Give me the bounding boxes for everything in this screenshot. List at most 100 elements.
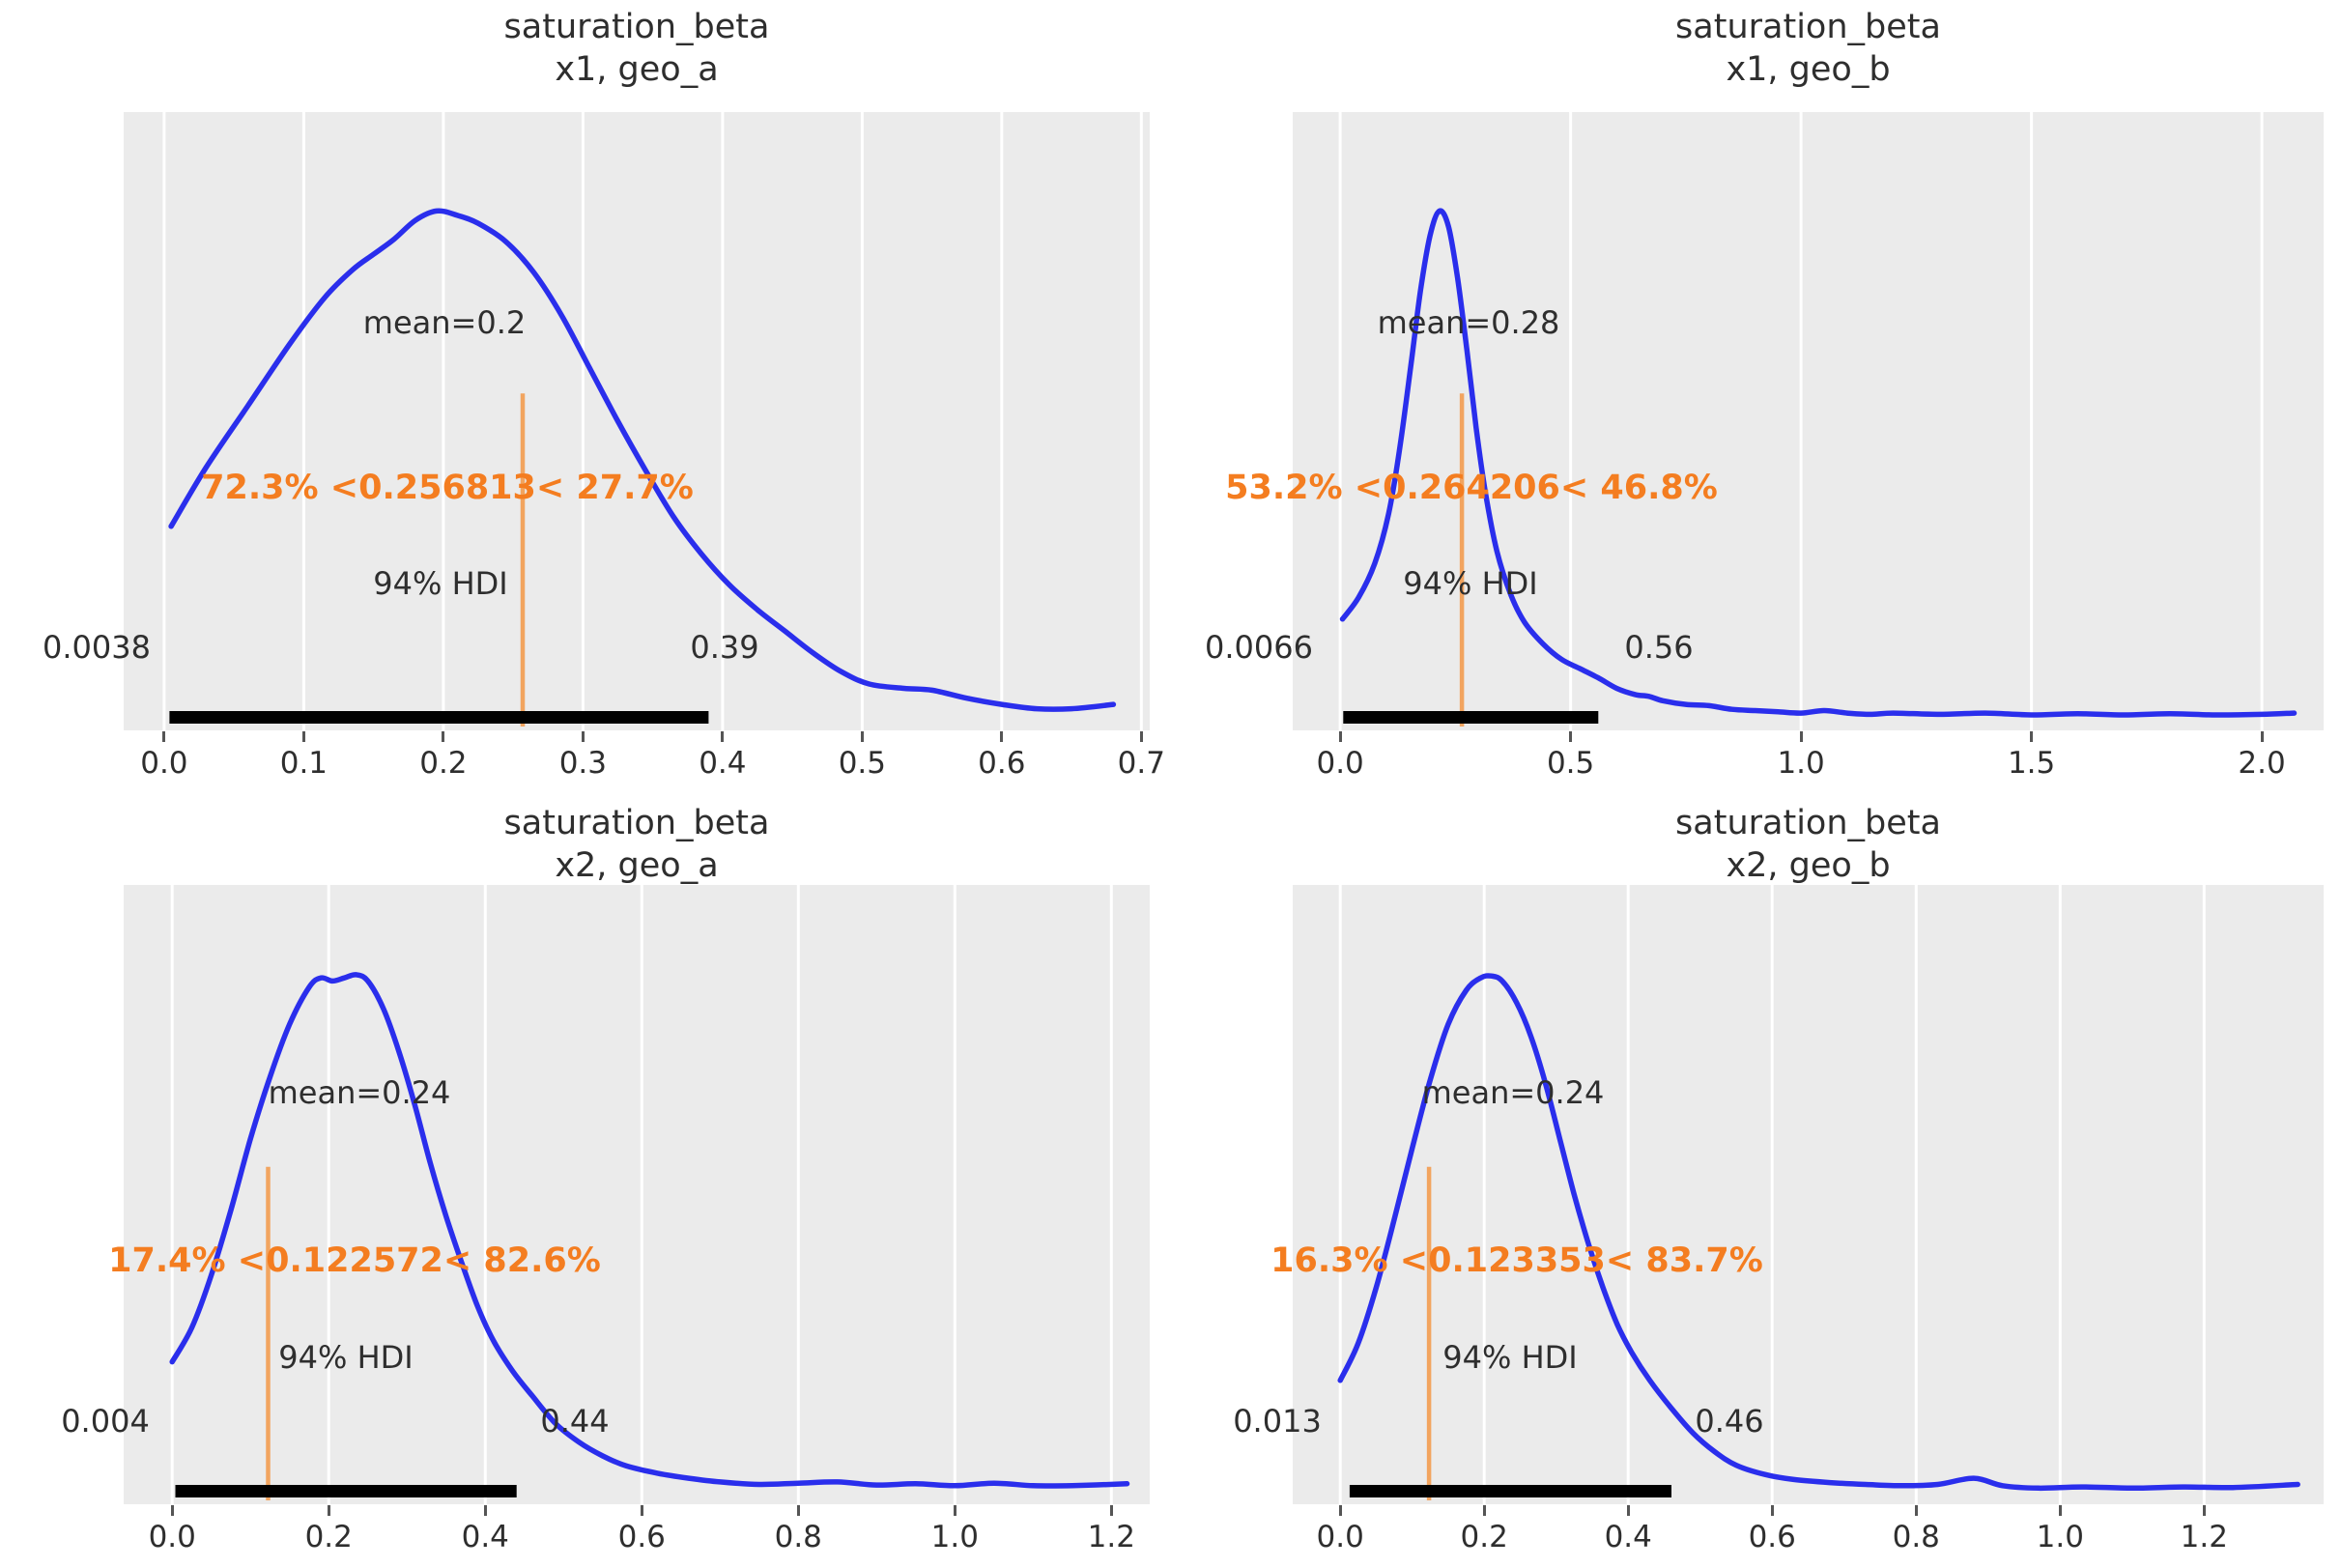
hdi-label: 94% HDI (1403, 565, 1538, 602)
kde-curve-svg (169, 885, 1130, 1504)
plot-title-line1: saturation_beta (1675, 8, 1941, 46)
x-tick-mark (953, 1505, 956, 1516)
x-tick-label: 0.2 (304, 1520, 353, 1554)
ref-value-label: 17.4% <0.122572< 82.6% (108, 1241, 601, 1280)
mean-label: mean=0.24 (268, 1074, 451, 1111)
x-tick-label: 0.8 (774, 1520, 822, 1554)
x-tick-mark (1482, 1505, 1486, 1516)
kde-curve-svg (1337, 885, 2300, 1504)
hdi-low-value: 0.0038 (43, 629, 151, 666)
plot-title-line2: x2, geo_b (1726, 846, 1891, 885)
mean-label: mean=0.2 (362, 304, 527, 341)
hdi-high-value: 0.56 (1624, 629, 1694, 666)
hdi-low-value: 0.004 (61, 1403, 150, 1440)
hdi-high-value: 0.44 (540, 1403, 610, 1440)
x-tick-label: 0.3 (558, 746, 608, 781)
plot-title: saturation_beta x1, geo_b (1293, 6, 2324, 91)
x-tick-label: 1.0 (1777, 746, 1825, 781)
plot-title: saturation_beta x2, geo_b (1293, 802, 2324, 887)
plot-canvas: mean=0.24 17.4% <0.122572< 82.6% 94% HDI… (61, 885, 1150, 1504)
hdi-label: 94% HDI (373, 565, 508, 602)
x-tick-label: 1.2 (1087, 1520, 1135, 1554)
hdi-low-value: 0.013 (1233, 1403, 1322, 1440)
x-tick-mark (1626, 1505, 1630, 1516)
x-tick-mark (1338, 1505, 1342, 1516)
plot-canvas: mean=0.2 72.3% <0.256813< 27.7% 94% HDI … (43, 112, 1150, 730)
x-tick-mark (2058, 1505, 2062, 1516)
kde-curve-svg (162, 112, 1143, 730)
ref-value-label: 16.3% <0.123353< 83.7% (1270, 1241, 1763, 1280)
x-tick-mark (581, 731, 585, 742)
plot-title: saturation_beta x1, geo_a (124, 6, 1150, 91)
plot-title-line1: saturation_beta (1675, 804, 1941, 842)
x-tick-mark (301, 731, 305, 742)
x-tick-mark (442, 731, 445, 742)
x-tick-label: 0.0 (1316, 1520, 1364, 1554)
x-tick-label: 0.2 (419, 746, 468, 781)
x-tick-label: 0.4 (699, 746, 747, 781)
x-tick-mark (796, 1505, 800, 1516)
x-tick-mark (721, 731, 725, 742)
hdi-label: 94% HDI (1442, 1339, 1578, 1376)
plot-title-line2: x1, geo_b (1726, 50, 1891, 89)
ref-value-label: 72.3% <0.256813< 27.7% (201, 469, 694, 507)
x-tick-mark (1914, 1505, 1918, 1516)
x-tick-mark (1109, 1505, 1113, 1516)
x-tick-label: 0.0 (140, 746, 188, 781)
x-tick-label: 0.6 (978, 746, 1026, 781)
x-tick-label: 2.0 (2238, 746, 2286, 781)
x-tick-mark (2202, 1505, 2206, 1516)
hdi-low-value: 0.0066 (1205, 629, 1313, 666)
hdi-high-value: 0.46 (1695, 1403, 1764, 1440)
x-tick-mark (162, 731, 166, 742)
kde-curve (168, 208, 1117, 712)
x-tick-mark (170, 1505, 174, 1516)
kde-curve-svg (1338, 112, 2298, 730)
hdi-bar (1349, 1485, 1671, 1497)
plot-title-line1: saturation_beta (503, 804, 770, 842)
kde-curve (1337, 973, 2300, 1492)
x-tick-label: 0.5 (1546, 746, 1595, 781)
x-tick-mark (1139, 731, 1143, 742)
x-tick-mark (2260, 731, 2264, 742)
x-tick-label: 1.2 (2180, 1520, 2228, 1554)
mean-label: mean=0.24 (1421, 1074, 1605, 1111)
x-tick-label: 0.7 (1117, 746, 1165, 781)
hdi-bar (1343, 711, 1599, 724)
plot-canvas: mean=0.24 16.3% <0.123353< 83.7% 94% HDI… (1233, 885, 2324, 1504)
x-tick-label: 0.1 (279, 746, 328, 781)
x-tick-mark (483, 1505, 487, 1516)
plot-title-line1: saturation_beta (503, 8, 770, 46)
x-tick-label: 0.2 (1460, 1520, 1508, 1554)
hdi-label: 94% HDI (278, 1339, 414, 1376)
x-tick-label: 0.0 (1316, 746, 1364, 781)
x-tick-label: 0.0 (148, 1520, 196, 1554)
x-tick-label: 0.8 (1892, 1520, 1940, 1554)
hdi-high-value: 0.39 (690, 629, 759, 666)
x-tick-mark (1000, 731, 1004, 742)
hdi-bar (175, 1485, 517, 1497)
ref-value-label: 53.2% <0.264206< 46.8% (1225, 469, 1718, 507)
x-tick-mark (1770, 1505, 1774, 1516)
x-tick-mark (327, 1505, 330, 1516)
x-tick-label: 0.4 (461, 1520, 509, 1554)
x-tick-label: 0.5 (838, 746, 886, 781)
x-tick-label: 1.0 (2036, 1520, 2084, 1554)
kde-curve (1339, 208, 2298, 718)
hdi-bar (169, 711, 709, 724)
mean-label: mean=0.28 (1377, 304, 1560, 341)
x-tick-mark (1338, 731, 1342, 742)
kde-curve (169, 972, 1130, 1489)
x-tick-mark (1569, 731, 1573, 742)
plot-title-line2: x2, geo_a (555, 846, 719, 885)
x-tick-mark (640, 1505, 643, 1516)
x-tick-label: 0.4 (1604, 1520, 1652, 1554)
plot-canvas: mean=0.28 53.2% <0.264206< 46.8% 94% HDI… (1205, 112, 2324, 730)
plot-title-line2: x1, geo_a (555, 50, 719, 89)
x-tick-mark (2030, 731, 2034, 742)
x-tick-label: 0.6 (1748, 1520, 1796, 1554)
x-tick-label: 1.0 (930, 1520, 979, 1554)
